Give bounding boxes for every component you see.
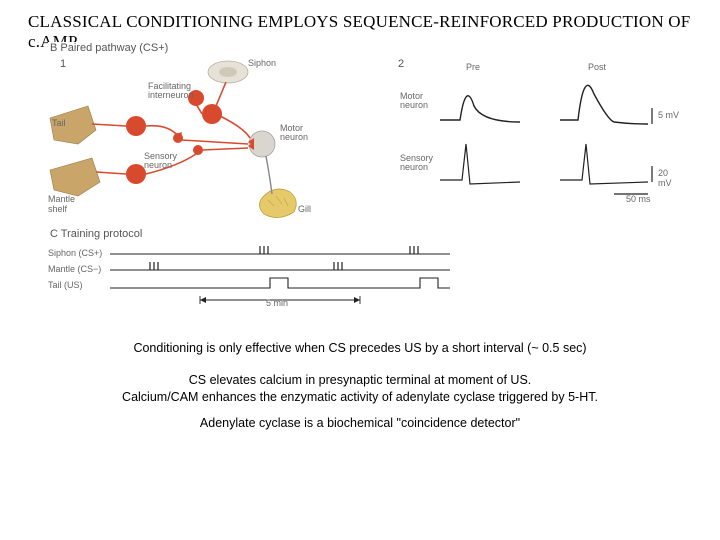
caption-3: Adenylate cyclase is a biochemical "coin… — [0, 415, 720, 432]
caption-2: CS elevates calcium in presynaptic termi… — [0, 372, 720, 406]
label-sensory: Sensory neuron — [144, 152, 194, 170]
label-trace-motor: Motor neuron — [400, 92, 440, 110]
panel-b-label: B Paired pathway (CS+) — [50, 42, 168, 54]
protocol-row-0: Siphon (CS+) — [48, 248, 102, 258]
label-post: Post — [588, 62, 606, 72]
label-scale-v2: 20 mV — [658, 168, 680, 188]
label-siphon: Siphon — [248, 58, 276, 68]
label-facil: Facilitating interneuron — [148, 82, 208, 100]
label-scale-v1: 5 mV — [658, 110, 679, 120]
caption-2b: Calcium/CAM enhances the enzymatic activ… — [122, 390, 598, 404]
label-pre: Pre — [466, 62, 480, 72]
label-gill: Gill — [298, 204, 311, 214]
label-motor: Motor neuron — [280, 124, 320, 142]
circuit-diagram — [48, 58, 388, 218]
trace-diagram — [400, 60, 680, 210]
label-trace-sensory: Sensory neuron — [400, 154, 444, 172]
label-mantle: Mantle shelf — [48, 194, 90, 214]
protocol-row-2: Tail (US) — [48, 280, 83, 290]
protocol-row-1: Mantle (CS−) — [48, 264, 101, 274]
caption-1: Conditioning is only effective when CS p… — [0, 340, 720, 357]
label-scale-t: 50 ms — [626, 194, 651, 204]
protocol-xaxis: 5 min — [266, 298, 288, 308]
figure-region: B Paired pathway (CS+) 1 2 — [48, 42, 680, 302]
label-tail: Tail — [52, 118, 66, 128]
caption-2a: CS elevates calcium in presynaptic termi… — [189, 373, 532, 387]
panel-c-label: C Training protocol — [50, 228, 142, 240]
